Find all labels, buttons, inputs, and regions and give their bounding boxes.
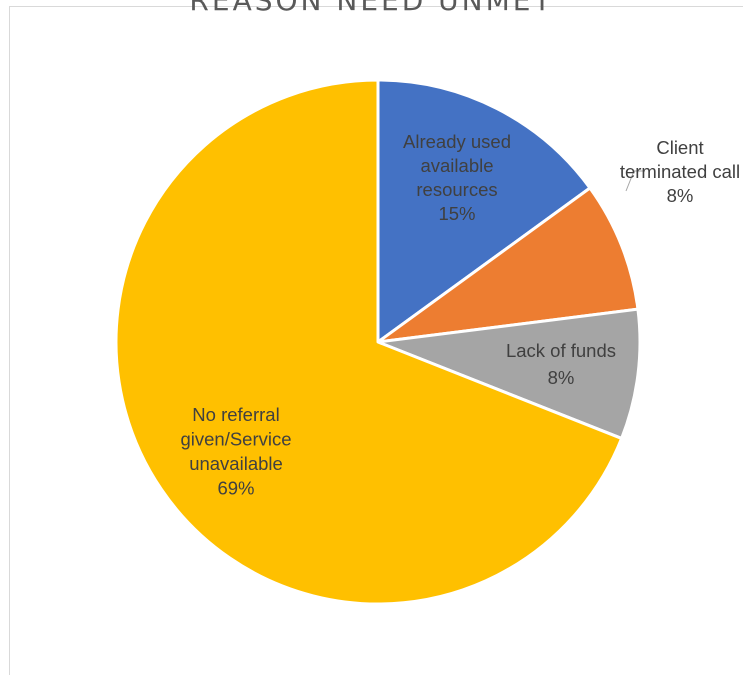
category-label-line: No referral bbox=[192, 404, 279, 425]
percent-label: 8% bbox=[667, 185, 694, 206]
category-label-line: Lack of funds bbox=[506, 340, 616, 361]
leader-line-client-terminated bbox=[625, 170, 645, 192]
label-no-referral: No referral given/Service unavailable 69% bbox=[180, 404, 291, 499]
category-label-line: Already used bbox=[403, 131, 511, 152]
slice-lack-of-funds bbox=[376, 307, 642, 440]
percent-label: 8% bbox=[548, 367, 575, 388]
chart-title: REASON NEED UNMET bbox=[189, 0, 554, 17]
slice-already-used bbox=[376, 78, 592, 344]
label-lack-of-funds: Lack of funds 8% bbox=[506, 340, 616, 388]
pie-slices bbox=[114, 78, 642, 606]
label-client-terminated: Client terminated call 8% bbox=[620, 137, 740, 206]
category-label-line: Client bbox=[656, 137, 703, 158]
category-label-line: available bbox=[420, 155, 493, 176]
percent-label: 15% bbox=[438, 203, 475, 224]
category-label-line: resources bbox=[416, 179, 497, 200]
category-label-line: unavailable bbox=[189, 453, 283, 474]
label-already-used: Already used available resources 15% bbox=[403, 131, 511, 224]
category-label-line: terminated call bbox=[620, 161, 740, 182]
pie-labels: Already used available resources 15% Client t… bbox=[180, 131, 740, 499]
slice-no-referral bbox=[114, 78, 624, 606]
slice-client-terminated bbox=[376, 186, 640, 344]
category-label-line: given/Service bbox=[180, 429, 291, 450]
percent-label: 69% bbox=[217, 478, 254, 499]
